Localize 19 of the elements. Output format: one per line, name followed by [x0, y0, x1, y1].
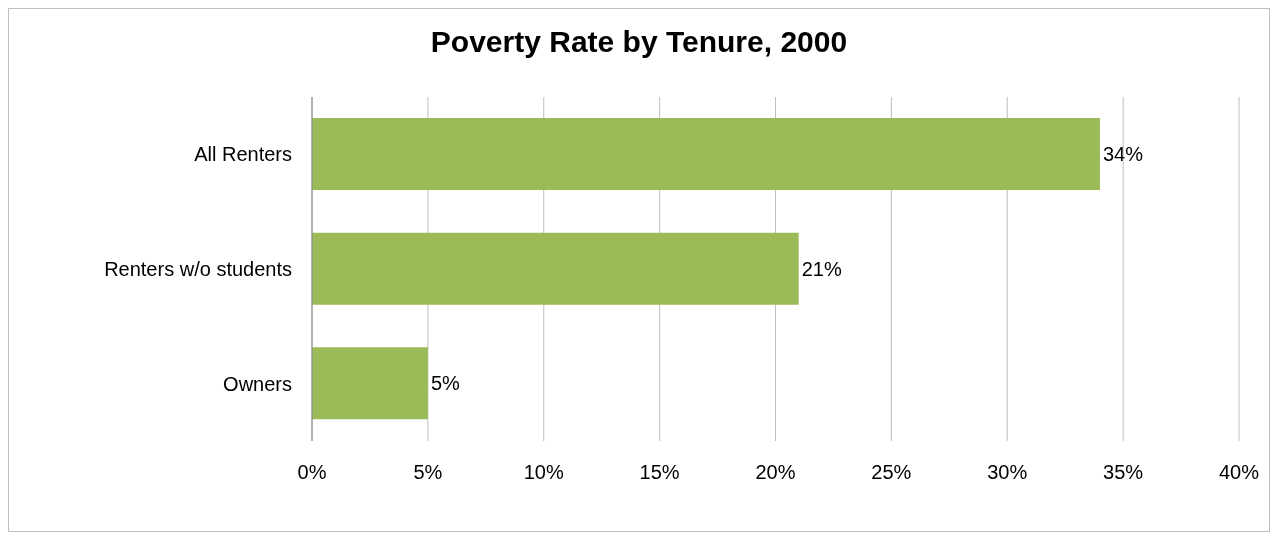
- chart-title: Poverty Rate by Tenure, 2000: [429, 25, 849, 59]
- x-tick-label: 0%: [297, 461, 327, 484]
- x-tick-label: 20%: [755, 461, 796, 484]
- x-tick-label: 10%: [523, 461, 564, 484]
- data-label: 21%: [801, 257, 842, 280]
- x-tick-label: 25%: [871, 461, 912, 484]
- x-tick-label: 30%: [987, 461, 1028, 484]
- bar: [312, 232, 799, 305]
- y-tick-label: Renters w/o students: [104, 258, 292, 281]
- y-tick-label: All Renters: [194, 143, 292, 166]
- x-tick-label: 40%: [1218, 461, 1260, 484]
- x-tick-label: 5%: [413, 461, 443, 484]
- data-label: 34%: [1102, 143, 1144, 166]
- x-tick-label: 15%: [639, 461, 680, 484]
- bar: [312, 118, 1100, 190]
- x-tick-label: 35%: [1103, 461, 1144, 484]
- data-label: 5%: [430, 372, 460, 395]
- bar: [312, 347, 428, 420]
- y-tick-label: Owners: [223, 372, 292, 395]
